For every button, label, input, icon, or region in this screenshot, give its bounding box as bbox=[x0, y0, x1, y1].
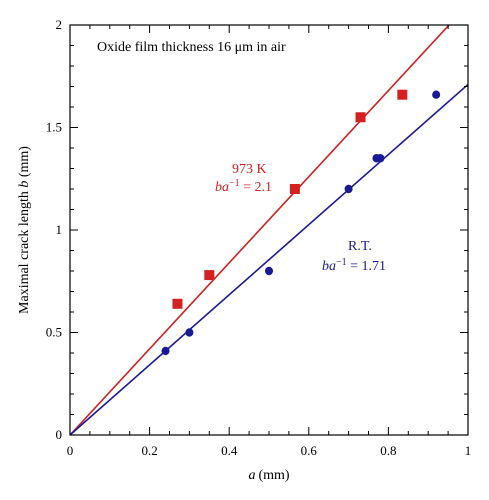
x-axis-unit: (mm) bbox=[258, 468, 289, 483]
x-tick-label: 0.4 bbox=[221, 443, 238, 458]
data-point-973k bbox=[172, 298, 183, 309]
fit-exp: −1 bbox=[336, 257, 347, 268]
data-point-rt bbox=[344, 184, 353, 194]
series-layer bbox=[70, 25, 468, 435]
x-axis-title: a (mm) bbox=[248, 468, 289, 483]
series-label-rt: R.T. bbox=[348, 239, 372, 254]
fit-exp: −1 bbox=[229, 178, 240, 189]
y-tick-label: 1 bbox=[56, 222, 63, 237]
y-tick-label: 0 bbox=[56, 427, 63, 442]
x-axis-var: a bbox=[248, 468, 255, 483]
x-tick-label: 0.2 bbox=[141, 443, 157, 458]
data-point-973k bbox=[289, 184, 300, 194]
fit-label-rt: ba−1 = 1.71 bbox=[322, 257, 386, 275]
x-tick-label: 1 bbox=[465, 443, 472, 458]
fit-lhs: ba bbox=[215, 180, 229, 195]
ticks-layer: 0 0.2 0.4 0.6 0.8 1 0 0.5 1 1.5 2 bbox=[46, 17, 472, 458]
data-point-973k bbox=[397, 89, 408, 100]
data-point-973k bbox=[204, 270, 215, 281]
y-tick-label: 2 bbox=[56, 17, 63, 32]
data-point-rt bbox=[376, 154, 385, 163]
fit-lhs: ba bbox=[322, 259, 336, 274]
y-tick-label: 0.5 bbox=[46, 325, 62, 340]
data-point-rt bbox=[185, 328, 194, 337]
x-tick-label: 0.8 bbox=[380, 443, 396, 458]
x-tick-label: 0.6 bbox=[301, 443, 318, 458]
data-point-rt bbox=[432, 90, 441, 99]
x-tick-label: 0 bbox=[67, 443, 74, 458]
fit-label-973k: ba−1 = 2.1 bbox=[215, 178, 272, 196]
series-label-973k: 973 K bbox=[232, 162, 267, 177]
fit-rhs: = 1.71 bbox=[347, 259, 386, 274]
data-point-rt bbox=[265, 266, 273, 276]
y-axis-unit: (mm) bbox=[17, 146, 32, 181]
plot-frame bbox=[69, 24, 469, 436]
fit-line-rt bbox=[70, 83, 468, 435]
y-axis-title: Maximal crack length b (mm) bbox=[17, 146, 32, 314]
data-point-973k bbox=[355, 112, 366, 123]
fit-line-973k bbox=[70, 25, 451, 435]
annotation-text: Oxide film thickness 16 μm in air bbox=[97, 40, 286, 55]
data-point-rt bbox=[161, 346, 170, 356]
y-axis-prefix: Maximal crack length bbox=[17, 188, 32, 314]
fit-rhs: = 2.1 bbox=[240, 180, 272, 195]
y-axis-var: b bbox=[17, 181, 32, 188]
y-tick-label: 1.5 bbox=[46, 120, 62, 135]
